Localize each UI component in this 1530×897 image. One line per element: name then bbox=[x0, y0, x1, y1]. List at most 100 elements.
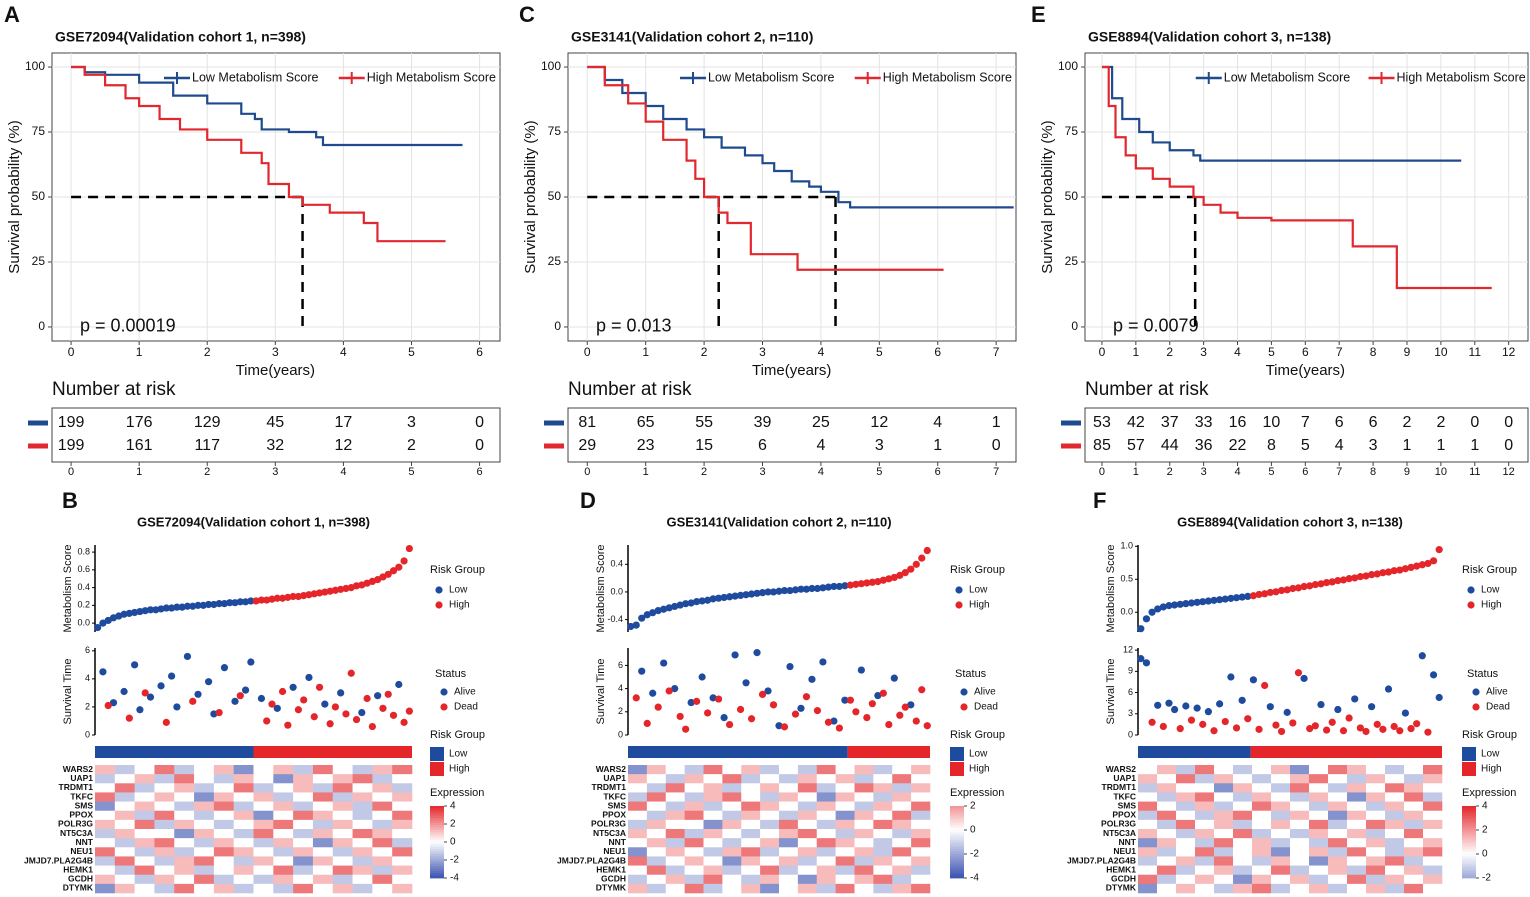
score-point bbox=[846, 581, 854, 589]
score-point bbox=[682, 600, 690, 608]
heatmap-cell bbox=[273, 819, 294, 830]
y-tick-label: 0 bbox=[1071, 319, 1078, 333]
heatmap-cell bbox=[1176, 865, 1196, 876]
heatmap-cell bbox=[722, 829, 742, 839]
gene-label: TKFC bbox=[603, 791, 626, 801]
heatmap-cell bbox=[1252, 783, 1272, 793]
time-point bbox=[1182, 702, 1190, 710]
legend-label: Alive bbox=[1486, 687, 1508, 698]
heatmap-cell bbox=[1328, 856, 1348, 866]
heatmap-cell bbox=[1423, 847, 1443, 857]
x-tick-label: 5 bbox=[876, 466, 882, 478]
heatmap-cell bbox=[816, 774, 836, 784]
y-tick-label: 25 bbox=[32, 254, 46, 268]
risk-count: 7 bbox=[1301, 414, 1310, 431]
heatmap-cell bbox=[1271, 874, 1291, 885]
gene-label: GCDH bbox=[68, 874, 93, 884]
colorbar-slice bbox=[1462, 834, 1476, 838]
heatmap-cell bbox=[722, 765, 742, 775]
heatmap-cell bbox=[760, 874, 780, 885]
time-point bbox=[1418, 652, 1426, 660]
heatmap-cell bbox=[213, 856, 234, 866]
table-box bbox=[567, 407, 1017, 463]
colorbar-slice bbox=[430, 827, 444, 831]
time-point bbox=[764, 687, 772, 695]
risk-count: 32 bbox=[266, 437, 284, 454]
heatmap-cell bbox=[154, 874, 175, 885]
gene-label: WARS2 bbox=[596, 764, 627, 774]
heatmap-cell bbox=[372, 829, 393, 839]
colorbar-slice bbox=[1462, 827, 1476, 831]
time-point bbox=[1413, 720, 1421, 728]
heatmap-cell bbox=[665, 838, 685, 848]
colorbar-slice bbox=[1462, 839, 1476, 843]
heatmap-cell bbox=[312, 765, 334, 775]
heatmap-cell bbox=[628, 865, 648, 876]
heatmap-cell bbox=[835, 792, 855, 802]
heatmap-cell bbox=[1157, 810, 1177, 821]
score-point bbox=[753, 589, 761, 597]
heatmap-cell bbox=[1347, 829, 1367, 839]
heatmap-cell bbox=[665, 801, 685, 812]
time-point bbox=[1154, 701, 1162, 709]
score-point bbox=[1294, 584, 1303, 592]
legend-label: High Metabolism Score bbox=[367, 70, 496, 84]
heatmap-cell bbox=[1366, 765, 1386, 775]
heatmap-cell bbox=[1290, 819, 1310, 830]
colorbar-slice bbox=[430, 861, 444, 864]
heatmap-cell bbox=[1195, 810, 1215, 821]
heatmap-cell bbox=[797, 874, 818, 885]
risk-count: 12 bbox=[870, 414, 888, 431]
legend-title: Risk Group bbox=[430, 564, 485, 576]
time-point bbox=[331, 703, 339, 711]
heatmap-cell bbox=[372, 801, 393, 812]
heatmap-cell bbox=[253, 838, 274, 848]
heatmap-cell bbox=[684, 783, 704, 793]
time-point bbox=[263, 717, 271, 725]
heatmap-cell bbox=[273, 838, 294, 848]
y-tick-label: 25 bbox=[1065, 254, 1079, 268]
score-point bbox=[278, 594, 287, 602]
colorbar-slice bbox=[430, 870, 444, 874]
heatmap-cell bbox=[892, 819, 912, 830]
x-tick-label: 4 bbox=[340, 466, 346, 478]
time-point bbox=[1396, 727, 1404, 735]
heatmap-cell bbox=[684, 801, 704, 812]
score-point bbox=[1244, 592, 1252, 601]
colorbar-slice bbox=[950, 839, 964, 843]
time-point bbox=[183, 652, 192, 661]
legend-label: Dead bbox=[974, 702, 998, 713]
x-tick-label: 0 bbox=[68, 466, 74, 478]
heatmap-cell bbox=[372, 883, 393, 894]
risk-count: 1 bbox=[1470, 437, 1479, 454]
heatmap-cell bbox=[332, 847, 353, 857]
y-tick-label: 0.5 bbox=[1120, 574, 1133, 584]
heatmap-cell bbox=[1233, 883, 1253, 894]
heatmap-cell bbox=[352, 856, 373, 866]
heatmap-cell bbox=[154, 829, 175, 839]
time-point bbox=[273, 704, 281, 712]
heatmap-cell bbox=[779, 774, 799, 784]
heatmap-cell bbox=[911, 774, 931, 784]
heatmap-cell bbox=[233, 838, 254, 848]
score-point bbox=[247, 597, 255, 605]
heatmap-cell bbox=[703, 883, 723, 894]
time-point bbox=[813, 707, 822, 715]
score-point bbox=[764, 588, 772, 596]
heatmap-cell bbox=[194, 774, 215, 784]
score-point bbox=[1289, 584, 1297, 593]
legend-title: Risk Group bbox=[430, 729, 485, 741]
heatmap-cell bbox=[213, 865, 234, 876]
score-point bbox=[1199, 598, 1207, 606]
heatmap-cell bbox=[911, 801, 931, 812]
heatmap-cell bbox=[213, 819, 234, 830]
time-point bbox=[780, 723, 789, 731]
legend-title: Risk Group bbox=[1462, 729, 1517, 741]
x-tick-label: 1 bbox=[1132, 345, 1139, 359]
heatmap-cell bbox=[646, 838, 667, 848]
heatmap-cell bbox=[332, 792, 353, 802]
panel-letter: C bbox=[519, 2, 535, 27]
time-point bbox=[204, 678, 213, 686]
score-point bbox=[1379, 569, 1387, 577]
heatmap-cell bbox=[1290, 838, 1310, 848]
